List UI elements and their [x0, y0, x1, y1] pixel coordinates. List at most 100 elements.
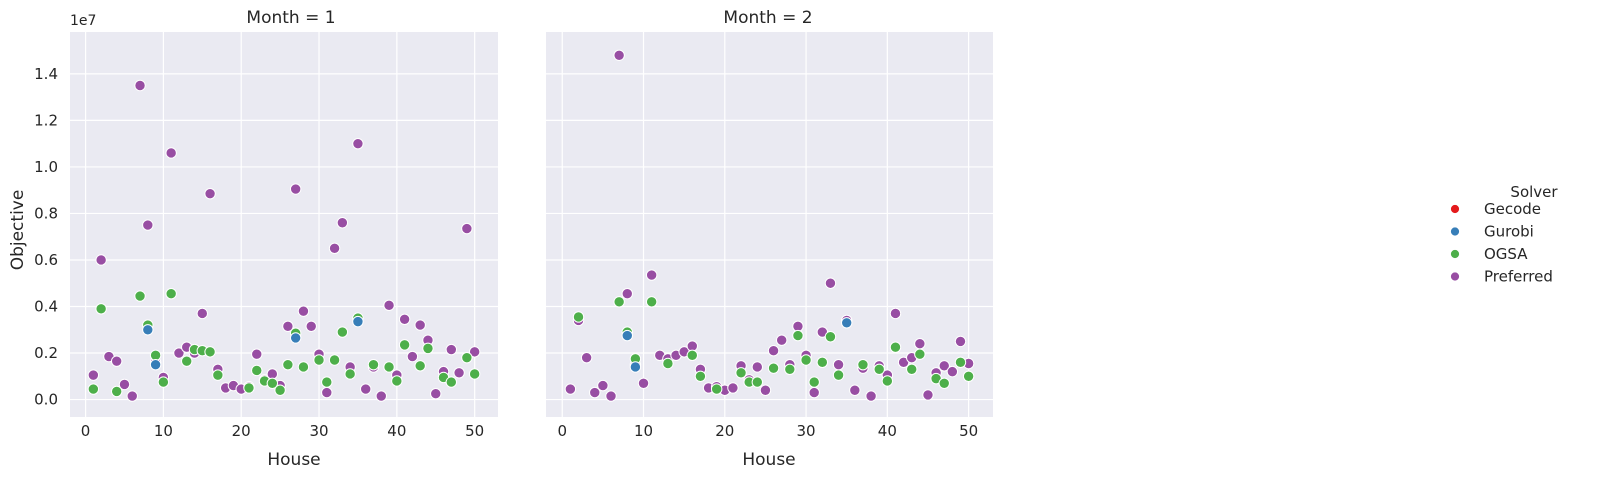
- point-preferred: [134, 79, 146, 92]
- point-ogsa: [906, 363, 918, 376]
- point-ogsa: [468, 368, 481, 380]
- x-tick-label: 10: [634, 422, 653, 440]
- point-ogsa: [445, 376, 458, 388]
- point-preferred: [445, 343, 458, 356]
- point-ogsa: [645, 296, 658, 308]
- point-preferred: [297, 305, 310, 317]
- point-ogsa: [383, 361, 395, 373]
- point-preferred: [613, 49, 625, 61]
- plot-area: [546, 32, 993, 417]
- point-ogsa: [832, 369, 845, 381]
- point-ogsa: [321, 376, 333, 388]
- point-ogsa: [938, 377, 950, 389]
- point-preferred: [398, 313, 411, 325]
- point-preferred: [605, 390, 617, 402]
- point-ogsa: [367, 358, 380, 371]
- y-tick-label: 1.2: [34, 111, 58, 129]
- facet-title-value: 2: [802, 8, 813, 28]
- point-gurobi: [352, 315, 364, 328]
- x-tick-label: 50: [465, 422, 484, 440]
- plot-area: [70, 32, 498, 417]
- point-preferred: [759, 384, 772, 396]
- point-preferred: [468, 346, 481, 358]
- point-preferred: [251, 348, 263, 360]
- point-preferred: [597, 379, 609, 392]
- point-ogsa: [784, 363, 796, 376]
- facet-panel-month-1: Month = 1 0.0 0.2 0.4 0.6 0.8 1.0 1.2 1.4 0 10 20…: [34, 8, 498, 470]
- point-ogsa: [954, 356, 967, 369]
- point-ogsa: [914, 348, 926, 360]
- point-ogsa: [414, 360, 426, 372]
- facet-panel-month-2: Month = 2 0 10 20 30 40 50 House: [546, 8, 993, 470]
- point-preferred: [282, 320, 294, 332]
- point-preferred: [126, 390, 138, 402]
- y-tick-label: 1.0: [34, 158, 58, 176]
- y-axis-label: Objective: [8, 190, 28, 271]
- x-tick-labels: 0 10 20 30 40 50: [81, 422, 484, 440]
- point-gurobi: [621, 329, 633, 342]
- x-tick-label: 20: [232, 422, 251, 440]
- point-preferred: [832, 358, 845, 371]
- x-tick-labels: 0 10 20 30 40 50: [557, 422, 978, 440]
- point-preferred: [165, 147, 177, 159]
- point-preferred: [87, 369, 100, 381]
- point-ogsa: [767, 362, 780, 374]
- point-preferred: [352, 137, 364, 150]
- point-ogsa: [157, 376, 170, 388]
- legend-label-preferred: Preferred: [1484, 268, 1553, 286]
- y-offset-label: 1e7: [70, 13, 96, 29]
- facet-title: Month = 2: [723, 8, 812, 28]
- point-preferred: [808, 386, 820, 399]
- point-preferred: [95, 254, 107, 266]
- point-gurobi: [629, 361, 642, 373]
- point-preferred: [289, 183, 302, 195]
- point-ogsa: [134, 290, 146, 302]
- point-ogsa: [800, 354, 812, 366]
- point-ogsa: [313, 354, 325, 366]
- point-preferred: [938, 360, 950, 372]
- point-preferred: [360, 383, 372, 395]
- point-preferred: [889, 307, 902, 320]
- point-ogsa: [873, 363, 885, 376]
- point-preferred: [751, 361, 764, 373]
- point-ogsa: [204, 346, 216, 358]
- x-tick-label: 20: [715, 422, 734, 440]
- point-ogsa: [282, 358, 294, 371]
- legend-marker-gurobi: [1450, 226, 1460, 237]
- point-ogsa: [694, 370, 707, 382]
- point-ogsa: [336, 326, 349, 338]
- point-preferred: [414, 319, 426, 331]
- point-ogsa: [857, 358, 869, 371]
- point-preferred: [142, 219, 154, 231]
- point-preferred: [824, 277, 837, 289]
- point-preferred: [954, 335, 967, 348]
- point-preferred: [321, 386, 333, 399]
- point-ogsa: [328, 354, 341, 366]
- legend-title: Solver: [1510, 183, 1558, 201]
- legend-label-gurobi: Gurobi: [1484, 223, 1534, 241]
- point-preferred: [406, 350, 419, 363]
- point-ogsa: [735, 367, 747, 379]
- point-preferred: [204, 187, 216, 200]
- point-ogsa: [95, 303, 107, 315]
- point-preferred: [914, 338, 926, 350]
- point-preferred: [328, 242, 341, 255]
- point-preferred: [621, 288, 633, 300]
- point-preferred: [849, 384, 861, 396]
- point-preferred: [383, 299, 395, 312]
- x-tick-label: 10: [154, 422, 173, 440]
- point-ogsa: [87, 383, 100, 395]
- point-preferred: [637, 377, 650, 389]
- grid-lines: [70, 32, 498, 417]
- y-tick-label: 0.4: [34, 298, 58, 316]
- point-ogsa: [243, 382, 255, 394]
- point-ogsa: [422, 342, 434, 355]
- point-preferred: [453, 367, 465, 379]
- point-ogsa: [792, 329, 804, 342]
- point-ogsa: [165, 288, 177, 300]
- point-preferred: [118, 378, 131, 391]
- x-tick-label: 0: [81, 422, 91, 440]
- point-ogsa: [686, 349, 698, 362]
- legend-marker-gecode: [1450, 204, 1460, 214]
- point-ogsa: [662, 357, 674, 370]
